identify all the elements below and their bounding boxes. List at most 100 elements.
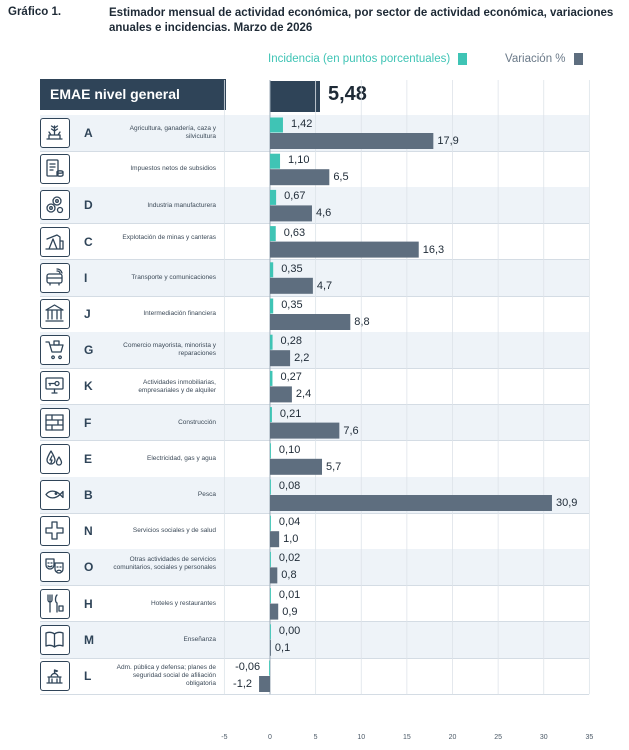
row-separator: [40, 150, 589, 152]
book-icon: [40, 624, 70, 655]
variation-value-label: 5,7: [326, 460, 342, 473]
bricks-icon: [40, 407, 70, 438]
x-tick-label: 15: [402, 734, 411, 741]
legend-incidence-label: Incidencia (en puntos porcentuales): [268, 53, 451, 65]
row-separator: [40, 512, 589, 514]
row-separator: [40, 693, 589, 695]
x-tick-label: 20: [448, 734, 457, 741]
general-level-bar: [270, 81, 320, 112]
general-level-value: 5,48: [328, 83, 367, 105]
variation-value-label: 0,1: [274, 641, 291, 654]
sector-label: Industria manufacturera: [147, 201, 216, 209]
variation-value-label: 30,9: [555, 497, 578, 509]
legend-incidence: Incidencia (en puntos porcentuales): [268, 53, 468, 65]
row-separator: [40, 367, 589, 369]
legend-variation-swatch: [573, 53, 583, 65]
sector-letter: E: [84, 451, 93, 466]
sector-letter: O: [84, 560, 94, 575]
incidence-value-label: 0,10: [278, 443, 301, 456]
chart-header-title: Estimador mensual de actividad económica…: [109, 7, 614, 34]
sector-letter: D: [84, 198, 93, 213]
x-tick-label: -5: [221, 734, 228, 741]
variation-value-label: 4,7: [316, 279, 333, 292]
variation-value-label: 4,6: [315, 207, 332, 220]
sector-letter: M: [84, 632, 94, 647]
variation-value-label: 6,5: [333, 171, 349, 184]
incidence-value-label: 0,35: [281, 262, 303, 275]
sector-label: Agricultura, ganadería, caza y silvicult…: [129, 125, 216, 141]
incidence-value-label: 1,10: [288, 154, 310, 167]
sector-label: Servicios sociales y de salud: [132, 527, 216, 535]
transport-icon: [40, 262, 70, 293]
sector-letter: H: [84, 596, 93, 611]
sector-label: Electricidad, gas y agua: [146, 454, 216, 462]
legend-variation: Variación %: [505, 53, 583, 65]
sector-label: Actividades inmobiliarias, empresariales…: [138, 378, 216, 394]
general-level-title: EMAE nivel general: [40, 79, 226, 110]
cart-icon: [40, 335, 70, 366]
sector-letter: F: [84, 415, 92, 430]
variation-value-label: 8,8: [354, 316, 370, 328]
incidence-value-label: -0,06: [235, 661, 261, 673]
energy-drops-icon: [40, 443, 70, 474]
variation-value-label: 7,6: [343, 424, 359, 437]
x-tick-label: 0: [268, 734, 272, 741]
masks-icon: [40, 552, 70, 583]
variation-value-label: -1,2: [233, 678, 253, 690]
incidence-value-label: 1,42: [290, 118, 313, 130]
government-icon: [40, 661, 70, 691]
incidence-value-label: 0,04: [278, 516, 301, 529]
sector-letter: I: [84, 270, 88, 285]
incidence-value-label: 0,01: [278, 588, 301, 601]
sector-label: Construcción: [178, 418, 216, 426]
sector-letter: K: [84, 379, 93, 394]
sector-label: Otras actividades de servicios comunitar…: [113, 555, 216, 571]
x-tick-label: 30: [539, 734, 548, 741]
oil-pump-icon: [40, 226, 70, 257]
incidence-value-label: 0,21: [279, 407, 302, 420]
sector-label: Transporte y comunicaciones: [131, 273, 216, 281]
sector-letter: L: [84, 669, 92, 683]
incidence-value-label: 0,63: [283, 226, 306, 239]
variation-value-label: 17,9: [437, 135, 459, 147]
legend-variation-label: Variación %: [505, 53, 566, 65]
x-tick-label: 35: [585, 734, 594, 741]
bank-icon: [40, 299, 70, 329]
sector-letter: A: [84, 126, 93, 140]
row-separator: [40, 440, 589, 442]
fish-icon: [40, 480, 70, 510]
row-separator: [40, 657, 589, 659]
variation-value-label: 1,0: [283, 533, 299, 546]
row-band: [40, 332, 589, 369]
agriculture-icon: [40, 118, 70, 148]
cutlery-icon: [40, 588, 70, 619]
sector-letter: B: [84, 488, 93, 502]
row-band: [40, 621, 589, 658]
variation-value-label: 16,3: [422, 243, 445, 256]
sector-letter: G: [84, 343, 94, 358]
sector-label: Hoteles y restaurantes: [150, 599, 216, 607]
sector-label: Pesca: [197, 491, 216, 499]
incidence-value-label: 0,00: [278, 624, 301, 637]
variation-value-label: 2,4: [295, 388, 312, 401]
sector-letter: N: [84, 524, 93, 539]
gears-icon: [40, 190, 70, 221]
sector-label: Adm. pública y defensa; planes de seguri…: [116, 664, 216, 688]
incidence-value-label: 0,28: [280, 335, 302, 348]
health-cross-icon: [40, 516, 70, 547]
x-tick-label: 10: [357, 734, 366, 741]
row-band: [40, 187, 589, 224]
row-band: [40, 259, 589, 296]
variation-value-label: 0,9: [282, 605, 298, 618]
variation-value-label: 0,8: [281, 569, 297, 582]
legend-incidence-swatch: [458, 53, 468, 65]
sector-letter: J: [84, 307, 91, 321]
monitor-key-icon: [40, 371, 70, 402]
x-tick-label: 5: [313, 734, 318, 741]
sector-label: Explotación de minas y canteras: [122, 233, 216, 241]
taxes-icon: [40, 154, 70, 185]
row-separator: [40, 295, 589, 297]
incidence-value-label: 0,67: [284, 190, 306, 203]
variation-value-label: 2,2: [294, 352, 310, 365]
incidence-value-label: 0,35: [281, 299, 303, 311]
